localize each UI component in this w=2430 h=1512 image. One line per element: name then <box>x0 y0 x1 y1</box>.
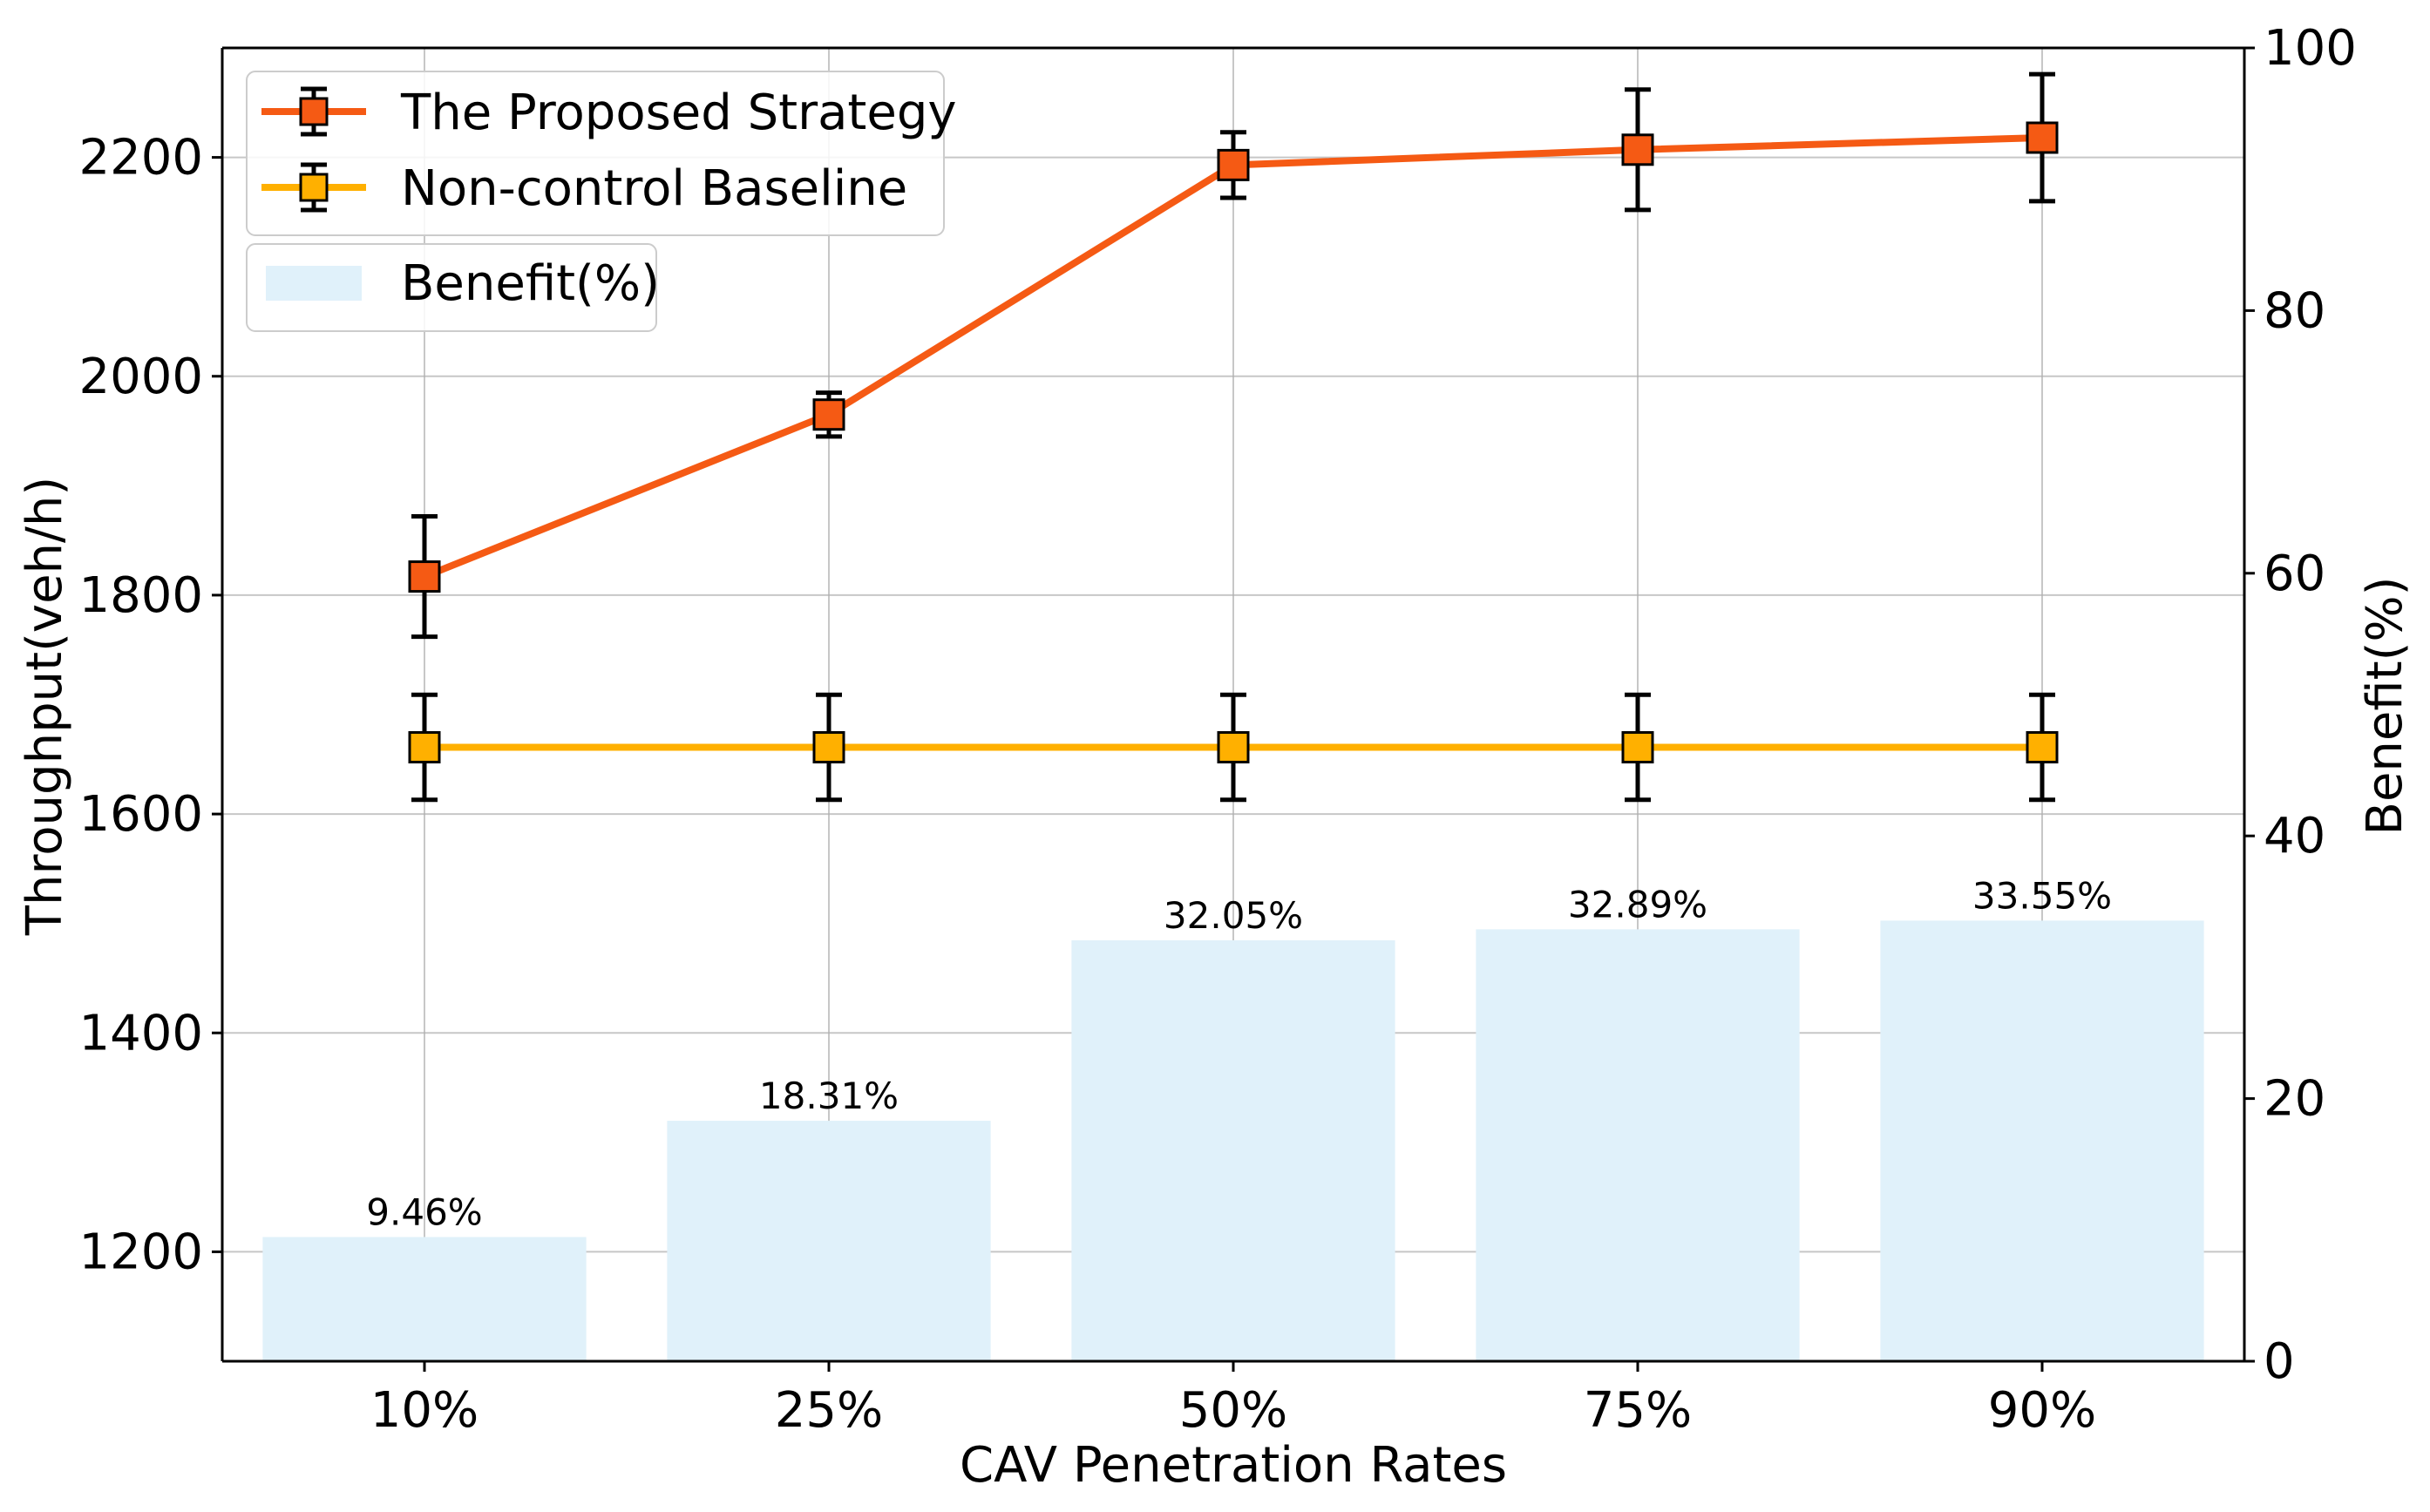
benefit-bar <box>262 1237 587 1361</box>
benefit-bar-label: 9.46% <box>366 1190 482 1233</box>
x-tick-label: 90% <box>1988 1382 2096 1439</box>
x-axis-title: CAV Penetration Rates <box>960 1437 1507 1494</box>
y-axis-left-title: Throughput(veh/h) <box>17 477 73 936</box>
y-left-tick-label: 1600 <box>78 786 203 843</box>
y-right-tick-label: 100 <box>2264 20 2357 77</box>
bar-labels-layer: 9.46% 18.31% 32.05% 32.89% 33.55% <box>366 874 2112 1233</box>
y-left-tick-label: 1800 <box>78 567 203 624</box>
marker-proposed <box>1217 148 1250 181</box>
legend-marker-proposed <box>299 97 329 126</box>
benefit-bar-label: 33.55% <box>1972 874 2112 917</box>
legend-lines: The Proposed Strategy Non-control Baseli… <box>246 71 957 236</box>
legend-label-baseline: Non-control Baseline <box>401 160 907 217</box>
legend-label-benefit: Benefit(%) <box>401 255 660 312</box>
y-left-tick-label: 2200 <box>78 130 203 186</box>
benefit-bar <box>667 1121 991 1361</box>
y-left-tick-label: 2000 <box>78 349 203 405</box>
benefit-bar <box>1476 929 1800 1361</box>
axes-layer: 1200 1400 1600 1800 2000 2200 0 20 40 60 80 100 10% 2… <box>78 20 2356 1439</box>
marker-proposed <box>812 398 845 431</box>
marker-baseline <box>2026 730 2059 763</box>
benefit-bar <box>1071 940 1395 1361</box>
y-left-tick-label: 1400 <box>78 1005 203 1061</box>
marker-baseline <box>1217 730 1250 763</box>
y-right-tick-label: 60 <box>2264 546 2325 602</box>
series-layer <box>408 71 2059 803</box>
marker-proposed <box>2026 121 2059 154</box>
marker-proposed <box>408 560 441 593</box>
benefit-bar-label: 18.31% <box>759 1075 899 1117</box>
marker-baseline <box>1621 730 1654 763</box>
marker-baseline <box>812 730 845 763</box>
y-right-tick-label: 80 <box>2264 282 2325 339</box>
legend-item-baseline: Non-control Baseline <box>261 160 907 217</box>
x-tick-label: 75% <box>1584 1382 1692 1439</box>
marker-proposed <box>1621 133 1654 166</box>
legend-swatch-benefit <box>266 266 362 301</box>
y-right-tick-label: 0 <box>2264 1333 2295 1390</box>
marker-baseline <box>408 730 441 763</box>
legend-item-proposed: The Proposed Strategy <box>261 85 957 141</box>
benefit-bar-label: 32.89% <box>1568 883 1707 926</box>
x-tick-label: 25% <box>775 1382 883 1439</box>
y-right-tick-label: 40 <box>2264 808 2325 864</box>
y-right-tick-label: 20 <box>2264 1071 2325 1128</box>
legend-bars: Benefit(%) <box>246 243 660 332</box>
y-axis-right-title: Benefit(%) <box>2357 577 2413 836</box>
benefit-bar-label: 32.05% <box>1164 894 1303 937</box>
benefit-bar <box>1880 920 2204 1361</box>
legend-marker-baseline <box>299 173 329 202</box>
legend-label-proposed: The Proposed Strategy <box>400 85 957 141</box>
bars-layer <box>262 920 2204 1361</box>
x-tick-label: 50% <box>1179 1382 1287 1439</box>
x-tick-label: 10% <box>370 1382 479 1439</box>
y-left-tick-label: 1200 <box>78 1224 203 1280</box>
